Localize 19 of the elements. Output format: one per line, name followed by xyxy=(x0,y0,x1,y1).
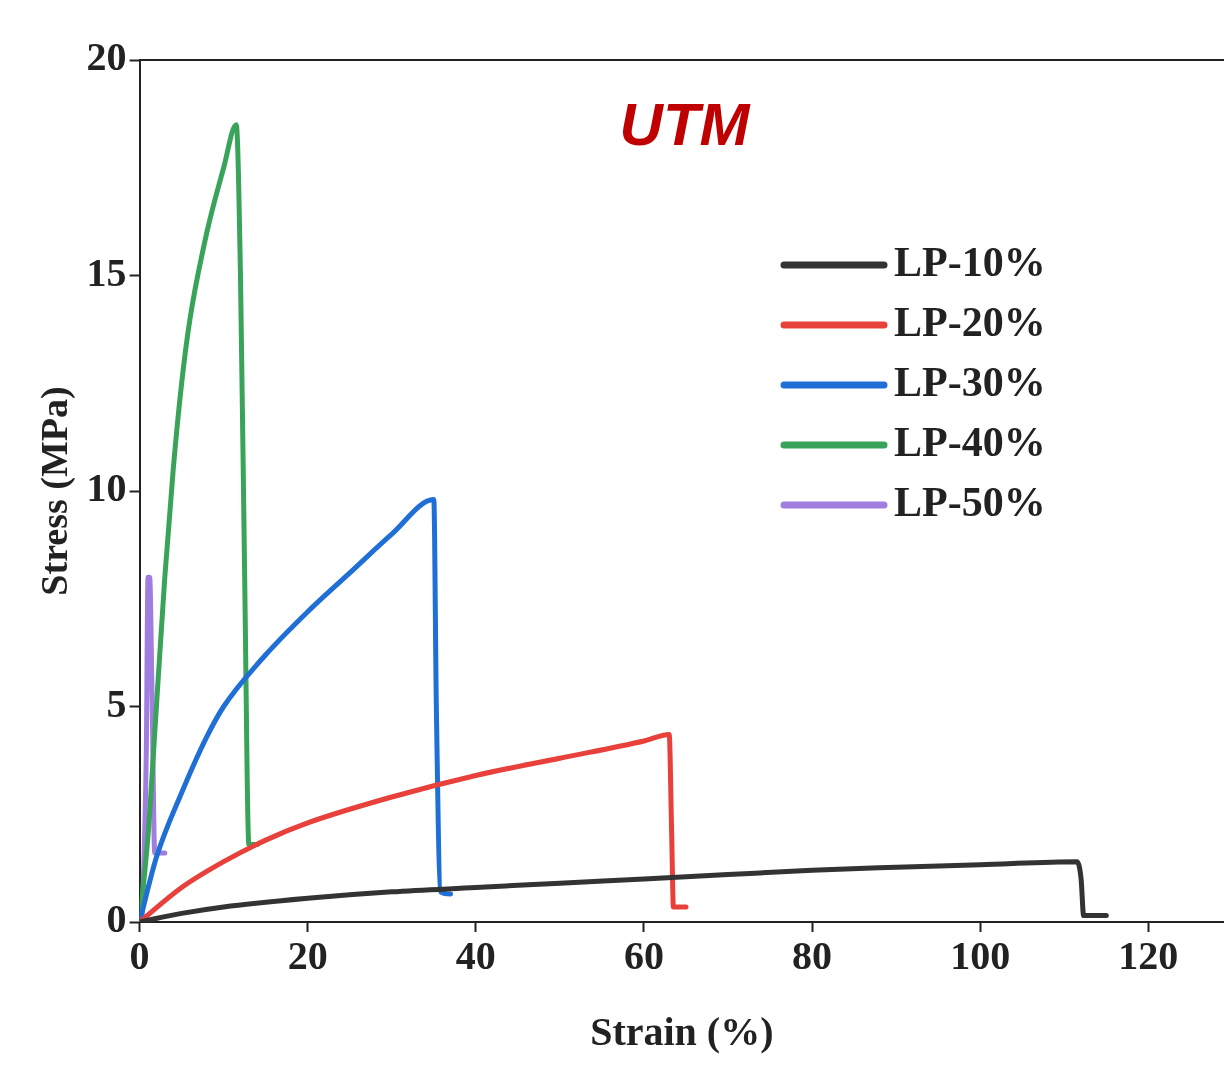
y-tick-label: 10 xyxy=(86,465,127,511)
legend-label: LP-30% xyxy=(894,358,1046,405)
x-axis-title: Strain (%) xyxy=(590,1009,774,1055)
y-tick-label: 15 xyxy=(86,249,127,295)
x-tick-label: 60 xyxy=(623,933,664,979)
y-tick-label: 0 xyxy=(106,896,127,942)
legend-label: LP-20% xyxy=(894,298,1046,345)
annotation: UTM xyxy=(619,90,752,158)
y-tick-label: 5 xyxy=(106,680,127,726)
y-axis-title: Stress (MPa) xyxy=(32,386,76,596)
x-tick-label: 120 xyxy=(1118,933,1179,979)
legend-label: LP-40% xyxy=(894,418,1046,465)
x-tick-label: 40 xyxy=(455,933,496,979)
x-tick-label: 80 xyxy=(792,933,833,979)
x-tick-label: 20 xyxy=(287,933,328,979)
y-tick-label: 20 xyxy=(86,34,127,80)
x-tick-label: 100 xyxy=(950,933,1011,979)
legend-label: LP-10% xyxy=(894,238,1046,285)
legend-label: LP-50% xyxy=(894,478,1046,525)
